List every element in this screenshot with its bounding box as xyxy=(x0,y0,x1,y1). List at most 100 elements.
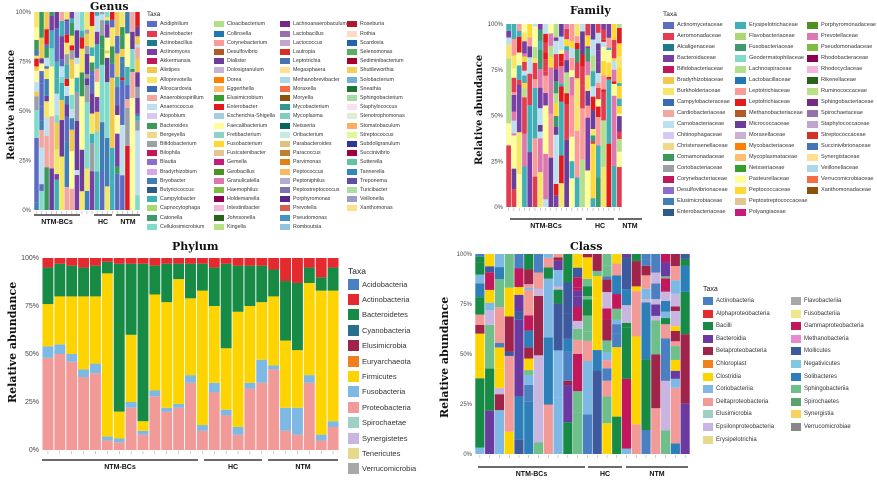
legend-swatch xyxy=(807,175,818,183)
legend-item: Granulicatella xyxy=(214,177,259,184)
legend-item: Neisseria xyxy=(280,122,315,129)
bar-segment xyxy=(680,403,690,454)
legend-item: Paracoccus xyxy=(280,150,321,157)
bar-segment xyxy=(149,265,161,295)
bar-segment xyxy=(475,254,485,257)
bar-segment xyxy=(595,24,601,33)
legend-item: Xanthomonadaceae xyxy=(807,186,871,194)
legend-label: Lactobacillaceae xyxy=(749,77,791,84)
legend-item: Elusimicrobium xyxy=(214,94,263,101)
legend-label: Actinomyces xyxy=(160,48,191,55)
bar-segment xyxy=(125,12,130,34)
legend-label: Neisseriaceae xyxy=(749,165,785,172)
bar-segment xyxy=(89,143,95,172)
legend-item: Synergistaceae xyxy=(807,153,860,161)
bar-segment xyxy=(524,315,534,331)
legend-item: Cardiobacteriaceae xyxy=(663,109,726,117)
legend-label: Verrucomicrobiaceae xyxy=(821,176,874,183)
legend-item: Peptostreptococcus xyxy=(280,186,340,193)
bar-segment xyxy=(516,52,522,66)
bar-segment xyxy=(173,258,185,264)
bar-segment xyxy=(537,49,543,70)
bar-segment xyxy=(590,128,596,136)
legend-label: Erysipelotrichia xyxy=(716,436,757,443)
bar-segment xyxy=(125,145,130,210)
bar-segment xyxy=(494,307,505,336)
legend-label: Catonella xyxy=(160,214,183,221)
bar-segment xyxy=(522,70,527,76)
legend-swatch xyxy=(347,196,357,203)
bar-segment xyxy=(110,12,115,20)
legend-label: Rhodocyclaceae xyxy=(821,66,863,73)
bar-segment xyxy=(680,334,690,404)
bar-segment xyxy=(130,68,135,72)
bar-segment xyxy=(149,294,161,391)
legend-label: Selenomonas xyxy=(360,48,393,55)
legend-item: Pseudomonadaceae xyxy=(807,43,872,51)
bar-segment xyxy=(74,30,80,58)
bar-segment xyxy=(617,83,622,86)
bar-segment xyxy=(69,18,75,24)
bar-segment xyxy=(611,24,617,35)
legend-swatch xyxy=(663,153,674,161)
y-tick-label: 25% xyxy=(19,159,32,165)
legend-label: Porphyromonas xyxy=(293,196,331,203)
legend-swatch xyxy=(735,153,746,161)
legend-swatch xyxy=(663,197,674,205)
legend-label: Bacteroidaceae xyxy=(677,55,716,62)
bar-segment xyxy=(315,434,327,441)
legend-label: Acinetobacter xyxy=(160,30,193,37)
legend-label: Fusicatenibacter xyxy=(227,150,266,157)
bar-segment xyxy=(660,311,671,319)
bar-segment xyxy=(125,402,137,408)
bar-segment xyxy=(617,67,622,84)
bar-segment xyxy=(280,281,292,341)
bar-segment xyxy=(670,341,680,347)
bar-segment xyxy=(59,156,64,210)
bar-segment xyxy=(516,84,522,94)
bar-segment xyxy=(660,278,671,292)
bar-segment xyxy=(606,62,612,77)
legend-swatch xyxy=(347,186,357,193)
bar-segment xyxy=(54,61,59,79)
legend-item: Gemella xyxy=(214,159,247,166)
bar-segment xyxy=(621,327,632,379)
bar-segment xyxy=(485,272,495,290)
bar-segment xyxy=(595,62,601,74)
family-chart: 0% 25% 50% 75% 100% NTM-BCs HC NTM xyxy=(488,22,642,230)
bar-segment xyxy=(115,76,120,88)
legend-swatch xyxy=(735,197,746,205)
bar-segment xyxy=(612,416,622,454)
bar-segment xyxy=(494,279,505,308)
legend-label: Peptostreptococcus xyxy=(293,186,340,193)
legend-swatch xyxy=(703,322,713,331)
legend-item: Intestinibacter xyxy=(214,205,260,212)
legend-item: Moraxellaceae xyxy=(735,131,785,139)
legend-label: Holdemanella xyxy=(227,196,260,203)
bar-segment xyxy=(660,318,671,325)
bar-segment xyxy=(573,328,583,340)
bar-segment xyxy=(574,78,580,131)
legend-item: Bradyrhizobiaceae xyxy=(663,76,723,84)
bar-segment xyxy=(494,342,505,348)
legend-item: Streptococcaceae xyxy=(807,131,866,139)
bar-segment xyxy=(99,20,105,36)
legend-label: Campylobacter xyxy=(160,196,196,203)
legend-swatch xyxy=(280,58,290,65)
bar-segment xyxy=(94,12,100,16)
bar-segment xyxy=(606,37,612,48)
bar-segment xyxy=(54,258,66,264)
bar-segment xyxy=(66,265,78,297)
bar-segment xyxy=(208,382,220,393)
bar-segment xyxy=(569,70,575,77)
bar-segment xyxy=(485,254,495,267)
legend-label: Burkholderiaceae xyxy=(677,88,721,95)
legend-swatch xyxy=(348,463,359,475)
legend-item: Methanobacteriaceae xyxy=(735,109,803,117)
bar-segment xyxy=(590,71,596,87)
bar-segment xyxy=(522,56,527,62)
legend-swatch xyxy=(791,372,801,381)
bar-segment xyxy=(135,195,140,210)
bar-segment xyxy=(475,283,485,298)
legend-label: Leptotrichiaceae xyxy=(749,99,791,106)
